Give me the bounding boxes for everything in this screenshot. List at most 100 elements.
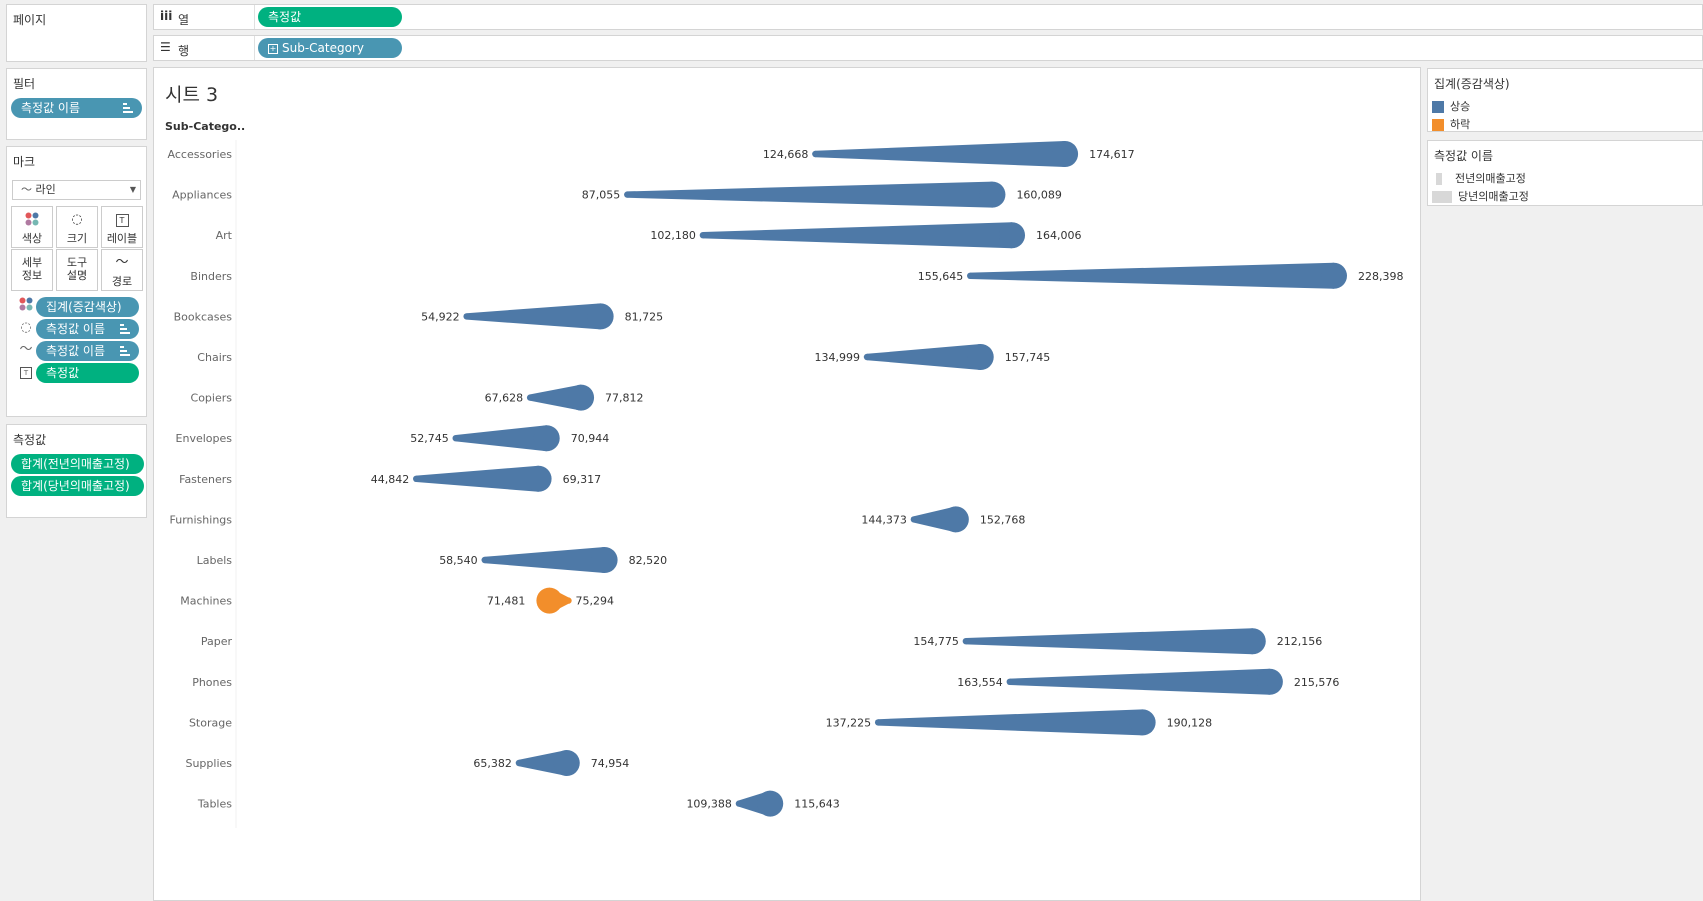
- marks-size-pill[interactable]: 측정값 이름: [36, 319, 139, 339]
- curr-value-label-bookcases: 81,725: [625, 310, 664, 323]
- line-segment-envelopes[interactable]: [455, 425, 547, 452]
- prev-point-storage[interactable]: [874, 719, 882, 726]
- curr-point-fasteners[interactable]: [525, 465, 552, 492]
- marks-size-pill-label: 측정값 이름: [46, 322, 106, 336]
- curr-point-tables[interactable]: [757, 790, 784, 817]
- tooltip-button[interactable]: 도구 설명: [56, 249, 98, 291]
- line-segment-fasteners[interactable]: [416, 465, 539, 492]
- legend-item-prev-year[interactable]: 전년의매출고정: [1432, 170, 1526, 186]
- pages-card: 페이지: [6, 4, 147, 62]
- marks-path-pill[interactable]: 측정값 이름: [36, 341, 139, 361]
- marks-color-pill-label: 집계(증감색상): [46, 300, 122, 314]
- curr-point-labels[interactable]: [591, 547, 618, 573]
- curr-point-supplies[interactable]: [553, 750, 580, 776]
- filter-pill-measure-names[interactable]: 측정값 이름: [11, 98, 142, 118]
- sort-icon: [120, 324, 130, 334]
- columns-pill-measure-values[interactable]: 측정값: [258, 7, 402, 27]
- prev-point-binders[interactable]: [967, 272, 974, 279]
- prev-value-label-accessories: 124,668: [763, 148, 809, 161]
- curr-point-envelopes[interactable]: [533, 425, 560, 452]
- line-segment-binders[interactable]: [970, 262, 1334, 289]
- tooltip-button-label-2: 설명: [66, 269, 88, 282]
- color-button-label: 색상: [21, 232, 43, 245]
- line-segment-paper[interactable]: [965, 628, 1253, 655]
- curr-point-accessories[interactable]: [1052, 141, 1079, 167]
- curr-value-label-fasteners: 69,317: [563, 473, 602, 486]
- rows-pill-label: Sub-Category: [282, 41, 364, 55]
- curr-value-label-storage: 190,128: [1167, 716, 1213, 729]
- line-segment-storage[interactable]: [878, 709, 1143, 736]
- curr-point-appliances[interactable]: [979, 181, 1006, 208]
- prev-point-fasteners[interactable]: [413, 475, 420, 482]
- category-label-furnishings: Furnishings: [170, 513, 233, 526]
- curr-point-paper[interactable]: [1239, 628, 1266, 655]
- prev-point-appliances[interactable]: [624, 191, 631, 198]
- legend-item-down[interactable]: 하락: [1432, 116, 1470, 132]
- curr-value-label-appliances: 160,089: [1016, 189, 1062, 202]
- curr-point-chairs[interactable]: [967, 344, 994, 370]
- rows-pill-sub-category[interactable]: + Sub-Category: [258, 38, 402, 58]
- mark-type-label: 라인: [35, 183, 56, 196]
- line-segment-copiers[interactable]: [530, 384, 582, 411]
- curr-point-binders[interactable]: [1320, 262, 1347, 289]
- legend-item-curr-year[interactable]: 당년의매출고정: [1432, 188, 1529, 204]
- line-segment-chairs[interactable]: [866, 344, 981, 370]
- sort-icon: [123, 103, 133, 113]
- prev-point-furnishings[interactable]: [910, 516, 918, 523]
- prev-point-paper[interactable]: [962, 638, 970, 645]
- shelf-divider: [254, 36, 255, 60]
- curr-value-label-binders: 228,398: [1358, 270, 1404, 283]
- measure-pill-prev[interactable]: 합계(전년의매출고정): [11, 454, 144, 474]
- line-segment-appliances[interactable]: [627, 181, 993, 208]
- category-label-chairs: Chairs: [197, 351, 232, 364]
- color-dots-icon: [12, 212, 52, 228]
- curr-point-copiers[interactable]: [568, 384, 595, 411]
- detail-button-label-1: 세부: [21, 256, 43, 269]
- curr-point-furnishings[interactable]: [942, 506, 969, 533]
- pages-title: 페이지: [13, 13, 47, 27]
- line-segment-art[interactable]: [702, 222, 1013, 249]
- curr-point-storage[interactable]: [1129, 709, 1156, 736]
- curr-point-machines[interactable]: [536, 587, 563, 614]
- marks-label-pill[interactable]: 측정값: [36, 363, 139, 383]
- sort-icon: [120, 346, 130, 356]
- path-button[interactable]: 〜 경로: [101, 249, 143, 291]
- prev-point-accessories[interactable]: [812, 150, 819, 158]
- category-label-accessories: Accessories: [168, 148, 233, 161]
- detail-button[interactable]: 세부 정보: [11, 249, 53, 291]
- legend-label-down: 하락: [1450, 118, 1471, 131]
- size-legend-title: 측정값 이름: [1434, 149, 1494, 163]
- prev-point-machines[interactable]: [565, 597, 572, 604]
- prev-point-envelopes[interactable]: [452, 435, 459, 442]
- text-label-icon: T: [17, 363, 35, 381]
- line-segment-labels[interactable]: [484, 547, 605, 573]
- prev-point-labels[interactable]: [481, 556, 488, 564]
- label-button[interactable]: T 레이블: [101, 206, 143, 248]
- category-label-machines: Machines: [180, 595, 232, 608]
- rows-icon: ☰: [160, 40, 171, 54]
- prev-point-art[interactable]: [699, 232, 707, 239]
- curr-point-art[interactable]: [999, 222, 1026, 249]
- prev-point-bookcases[interactable]: [463, 313, 470, 320]
- category-label-copiers: Copiers: [191, 392, 233, 405]
- expand-icon: +: [268, 44, 278, 54]
- curr-value-label-tables: 115,643: [794, 798, 840, 811]
- prev-point-supplies[interactable]: [515, 759, 523, 767]
- size-button[interactable]: ◌ 크기: [56, 206, 98, 248]
- prev-point-chairs[interactable]: [863, 353, 871, 361]
- legend-item-up[interactable]: 상승: [1432, 98, 1470, 114]
- marks-color-pill[interactable]: 집계(증감색상): [36, 297, 139, 317]
- prev-point-phones[interactable]: [1006, 678, 1013, 685]
- prev-value-label-paper: 154,775: [913, 635, 959, 648]
- color-button[interactable]: 색상: [11, 206, 53, 248]
- prev-point-tables[interactable]: [735, 800, 743, 807]
- curr-point-bookcases[interactable]: [587, 303, 614, 330]
- line-segment-bookcases[interactable]: [466, 303, 601, 330]
- line-segment-accessories[interactable]: [815, 141, 1066, 167]
- curr-point-phones[interactable]: [1256, 668, 1283, 695]
- measure-pill-curr[interactable]: 합계(당년의매출고정): [11, 476, 144, 496]
- prev-point-copiers[interactable]: [526, 394, 534, 401]
- line-segment-phones[interactable]: [1009, 668, 1270, 695]
- line-segment-supplies[interactable]: [518, 750, 567, 776]
- mark-type-dropdown[interactable]: 〜 라인 ▼: [12, 180, 141, 200]
